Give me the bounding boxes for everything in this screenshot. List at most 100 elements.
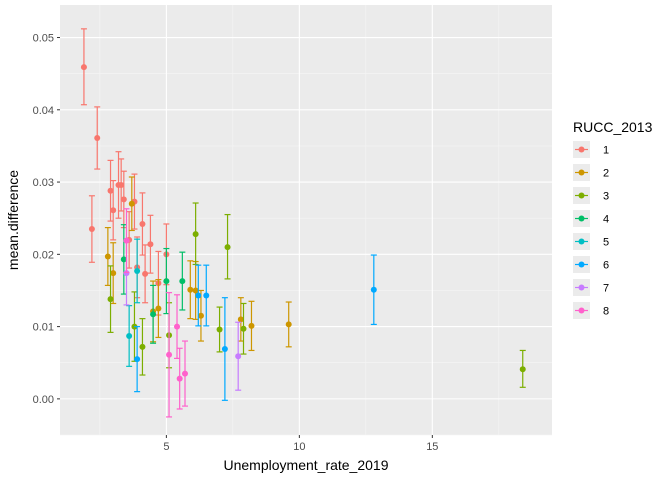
data-point	[120, 196, 127, 203]
data-point	[248, 322, 255, 329]
data-point	[181, 370, 188, 377]
legend-item-3: 3	[573, 187, 609, 204]
y-tick-label: 0.01	[33, 322, 54, 334]
data-point	[285, 321, 292, 328]
legend-label: 4	[603, 214, 609, 226]
legend-key-point	[578, 169, 585, 176]
legend-label: 8	[603, 306, 609, 318]
error-bar-point-series-1	[142, 244, 149, 304]
error-bar-point-series-3	[519, 349, 526, 388]
error-bar-point-series-2	[237, 297, 244, 342]
error-bar-point-series-1	[118, 158, 125, 212]
data-point	[104, 253, 111, 260]
data-point	[197, 312, 204, 319]
error-bar-point-series-3	[192, 202, 199, 266]
error-bar-point-series-2	[187, 260, 194, 320]
data-point	[176, 375, 183, 382]
data-point	[142, 270, 149, 277]
y-axis: 0.00 0.01 0.02 0.03 0.04 0.05	[33, 33, 60, 406]
x-axis-title: Unemployment_rate_2019	[224, 457, 389, 473]
data-point	[237, 316, 244, 323]
data-point	[126, 332, 133, 339]
grid-major	[60, 5, 552, 435]
error-bar-point-series-3	[139, 318, 146, 376]
error-bar-point-series-4	[163, 247, 170, 315]
legend-title: RUCC_2013	[573, 119, 653, 135]
data-point	[123, 237, 130, 244]
legend-label: 5	[603, 237, 609, 249]
y-tick-label: 0.02	[33, 249, 54, 261]
x-tick-label: 15	[426, 441, 438, 453]
legend-label: 6	[603, 260, 609, 272]
error-bar-point-series-4	[179, 251, 186, 311]
legend-key-point	[578, 307, 585, 314]
data-point	[221, 346, 228, 352]
error-bar-point-series-7	[235, 321, 242, 391]
error-bar-point-series-2	[110, 242, 117, 305]
y-axis-title: mean.difference	[5, 170, 21, 270]
data-point	[123, 270, 130, 277]
data-point	[174, 323, 181, 330]
error-bar-point-series-6	[134, 325, 141, 393]
data-point	[519, 366, 526, 373]
data-point	[187, 286, 194, 293]
y-tick-label: 0.00	[33, 394, 54, 406]
error-bar-point-series-8	[123, 208, 130, 273]
x-tick-label: 10	[293, 441, 305, 453]
error-bar-point-series-5	[126, 305, 133, 367]
error-bar-point-series-6	[203, 264, 210, 327]
data-point	[192, 287, 199, 294]
legend: RUCC_2013 1 2 3 4 5 6 7 8	[573, 119, 653, 319]
data-point	[150, 311, 157, 318]
plot-panel	[60, 5, 552, 435]
error-bar-point-series-6	[370, 254, 377, 326]
legend-item-5: 5	[573, 233, 609, 250]
data-point	[163, 278, 170, 285]
data-point	[192, 231, 199, 238]
data-point	[94, 134, 101, 141]
data-point	[195, 292, 202, 299]
data-point	[166, 351, 173, 358]
y-tick-label: 0.05	[33, 33, 54, 45]
legend-item-1: 1	[573, 141, 609, 158]
error-bar-point-series-3	[216, 306, 223, 353]
error-bar-point-series-4	[120, 224, 127, 295]
data-point	[88, 226, 95, 233]
error-bar-point-series-2	[128, 176, 135, 232]
error-bar-point-series-2	[285, 301, 292, 348]
data-point	[118, 181, 125, 188]
data-point	[240, 325, 247, 332]
error-bar-point-series-1	[80, 28, 87, 106]
legend-item-4: 4	[573, 210, 609, 227]
error-bar-point-series-1	[147, 214, 154, 274]
legend-key-point	[578, 238, 585, 245]
data-point	[110, 207, 117, 214]
y-tick-label: 0.04	[33, 105, 54, 117]
error-bar-point-series-4	[150, 284, 157, 344]
legend-item-6: 6	[573, 256, 609, 273]
legend-key-point	[578, 192, 585, 199]
error-bar-point-series-3	[107, 265, 114, 333]
data-point	[134, 356, 141, 363]
data-point	[107, 296, 114, 303]
legend-key-point	[578, 284, 585, 291]
error-bar-point-series-6	[195, 264, 202, 327]
error-bar-point-series-2	[155, 279, 162, 339]
error-bar-point-series-5	[134, 238, 141, 304]
data-point	[128, 200, 135, 207]
data-point	[224, 244, 231, 251]
error-bar-point-series-2	[197, 289, 204, 342]
data-point	[107, 187, 114, 194]
legend-key-point	[578, 215, 585, 222]
legend-label: 1	[603, 145, 609, 157]
legend-label: 2	[603, 168, 609, 180]
error-bar-point-series-2	[104, 226, 111, 287]
error-bar-point-series-8	[181, 340, 188, 407]
error-bar-point-series-1	[110, 180, 117, 241]
error-bar-point-series-2	[248, 300, 255, 352]
data-point	[139, 343, 146, 350]
error-bar-point-series-1	[94, 106, 101, 170]
data-point	[80, 64, 87, 71]
data-point	[139, 220, 146, 227]
